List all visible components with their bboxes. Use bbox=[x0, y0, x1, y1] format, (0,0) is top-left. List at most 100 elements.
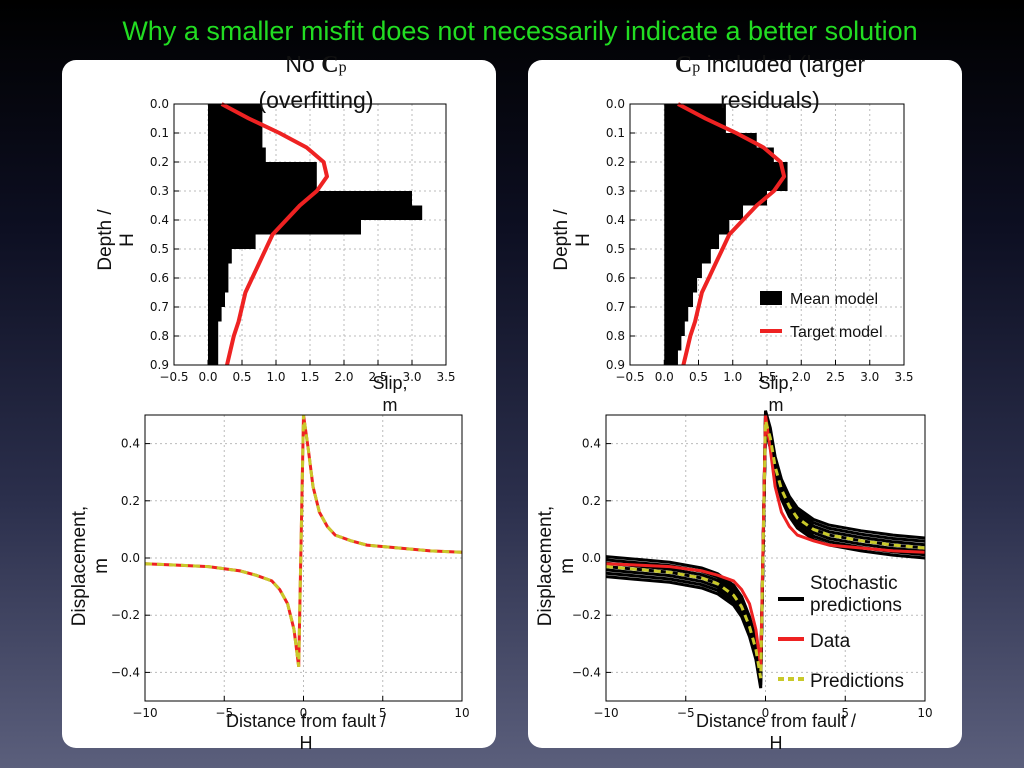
y-tick-label: 0.2 bbox=[121, 494, 140, 508]
x-tick-label: 5 bbox=[841, 706, 849, 720]
y-tick-label: 0.3 bbox=[606, 184, 625, 198]
left-title-line2: (overfitting) bbox=[258, 87, 374, 113]
y-tick-label: 0.5 bbox=[150, 242, 169, 256]
y-tick-label: 0.9 bbox=[150, 358, 169, 372]
x-tick-label: 3.0 bbox=[860, 370, 879, 384]
x-tick-label: 2.5 bbox=[368, 370, 387, 384]
predictions-line bbox=[605, 420, 926, 679]
legend-label: Mean model bbox=[790, 291, 878, 308]
y-tick-label: 0.3 bbox=[150, 184, 169, 198]
y-tick-label: 0.7 bbox=[606, 300, 625, 314]
left-title-prefix: No bbox=[285, 51, 322, 77]
left-bottom-ylabel-text: Displacement, m bbox=[69, 505, 112, 627]
y-tick-label: 0.0 bbox=[606, 97, 625, 111]
mean-slip-bar bbox=[664, 350, 678, 365]
y-tick-label: 0.8 bbox=[606, 329, 625, 343]
x-tick-label: 2.0 bbox=[334, 370, 353, 384]
y-tick-label: 0.4 bbox=[150, 213, 169, 227]
mean-slip-bar bbox=[208, 336, 219, 351]
mean-slip-bar bbox=[664, 249, 711, 264]
mean-slip-bar bbox=[208, 278, 229, 293]
mean-slip-bar bbox=[664, 336, 682, 351]
mean-slip-bar bbox=[208, 176, 317, 191]
mean-slip-bar bbox=[664, 220, 730, 235]
x-tick-label: 2.5 bbox=[826, 370, 845, 384]
mean-slip-bar bbox=[664, 292, 694, 307]
y-tick-label: 0.1 bbox=[150, 126, 169, 140]
mean-slip-bar bbox=[664, 263, 702, 278]
right-bottom-ylabel-text: Displacement, m bbox=[535, 505, 578, 627]
y-tick-label: 0.2 bbox=[606, 155, 625, 169]
mean-slip-bar bbox=[664, 307, 689, 322]
legend-label: predictions bbox=[810, 595, 902, 616]
x-tick-label: −10 bbox=[593, 706, 618, 720]
mean-slip-bar bbox=[664, 162, 788, 177]
y-tick-label: 0.9 bbox=[606, 358, 625, 372]
left-top-ylabel: Depth / H bbox=[82, 209, 152, 270]
mean-slip-bar bbox=[208, 249, 232, 264]
mean-slip-bar bbox=[664, 205, 744, 220]
legend-label: Predictions bbox=[810, 671, 904, 692]
x-tick-label: 0.0 bbox=[655, 370, 674, 384]
right-bottom-xlabel: Distance from fault / H bbox=[695, 711, 857, 753]
mean-slip-bar bbox=[664, 321, 685, 336]
left-top-ylabel-text: Depth / H bbox=[95, 209, 138, 271]
right-top-xlabel: Slip, m bbox=[758, 373, 794, 415]
y-tick-label: 0.6 bbox=[606, 271, 625, 285]
legend-label: Stochastic bbox=[810, 573, 898, 594]
x-tick-label: 1.5 bbox=[757, 370, 776, 384]
y-tick-label: 0.4 bbox=[582, 437, 601, 451]
y-tick-label: 0.2 bbox=[150, 155, 169, 169]
y-tick-label: 0.2 bbox=[582, 494, 601, 508]
mean-slip-bar bbox=[208, 263, 229, 278]
x-tick-label: 1.5 bbox=[300, 370, 319, 384]
plot-frame bbox=[173, 103, 447, 366]
mean-slip-bar bbox=[664, 191, 767, 206]
x-tick-label: 2.0 bbox=[792, 370, 811, 384]
right-title-p: p bbox=[692, 59, 701, 76]
mean-slip-bar bbox=[208, 292, 225, 307]
x-tick-label: −5 bbox=[677, 706, 695, 720]
left-bottom-xlabel: Distance from fault / H bbox=[225, 711, 387, 753]
plot-frame bbox=[144, 414, 463, 702]
x-tick-label: 3.5 bbox=[436, 370, 455, 384]
y-tick-label: 0.0 bbox=[150, 97, 169, 111]
x-tick-label: −0.5 bbox=[159, 370, 188, 384]
x-tick-label: 10 bbox=[917, 706, 932, 720]
y-tick-label: −0.2 bbox=[572, 608, 601, 622]
mean-slip-bar bbox=[664, 234, 720, 249]
mean-slip-bar bbox=[664, 147, 774, 162]
y-tick-label: −0.2 bbox=[111, 608, 140, 622]
y-tick-label: −0.4 bbox=[572, 665, 601, 679]
y-tick-label: 0.0 bbox=[121, 551, 140, 565]
target-model-line bbox=[677, 102, 787, 366]
x-tick-label: 10 bbox=[454, 706, 469, 720]
y-tick-label: 0.4 bbox=[606, 213, 625, 227]
x-tick-label: 5 bbox=[379, 706, 387, 720]
right-top-ylabel-text: Depth / H bbox=[551, 209, 594, 271]
mean-slip-bar bbox=[208, 118, 263, 133]
legend-label: Target model bbox=[790, 324, 883, 341]
mean-slip-bar bbox=[208, 234, 256, 249]
x-tick-label: 0 bbox=[300, 706, 308, 720]
mean-slip-bar bbox=[208, 307, 222, 322]
legend-label: Data bbox=[810, 631, 851, 652]
stochastic-prediction-line bbox=[605, 410, 926, 689]
y-tick-label: 0.8 bbox=[150, 329, 169, 343]
y-tick-label: 0.1 bbox=[606, 126, 625, 140]
y-tick-label: 0.0 bbox=[582, 551, 601, 565]
target-model-line bbox=[220, 102, 329, 366]
right-title-suffix: included (larger bbox=[700, 51, 866, 77]
left-title-c: C bbox=[321, 52, 339, 78]
x-tick-label: −0.5 bbox=[615, 370, 644, 384]
right-top-ylabel: Depth / H bbox=[538, 209, 608, 270]
mean-slip-bar bbox=[208, 133, 263, 148]
plot-frame bbox=[629, 103, 905, 366]
x-tick-label: 0.0 bbox=[198, 370, 217, 384]
mean-slip-bar bbox=[208, 162, 317, 177]
mean-slip-bar bbox=[664, 133, 757, 148]
slide-title: Why a smaller misfit does not necessaril… bbox=[122, 16, 918, 46]
mean-slip-bar bbox=[208, 220, 361, 235]
x-tick-label: −10 bbox=[132, 706, 157, 720]
